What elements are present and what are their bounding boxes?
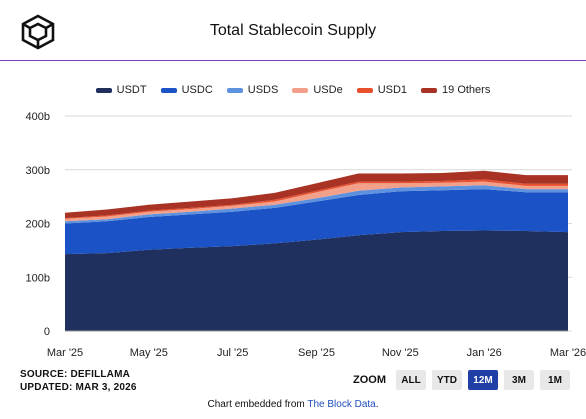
legend-label: USDS — [247, 84, 279, 96]
stacked-area-chart: 0 100b 200b 300b 400b Mar '25 May '25 Jul '25 Se… — [26, 111, 586, 359]
y-tick-label: 200b — [26, 219, 50, 231]
x-tick-label: Jan '26 — [467, 347, 502, 359]
embed-credit: Chart embedded from The Block Data. — [0, 399, 586, 410]
legend-label: USDe — [313, 84, 343, 96]
legend-label: 19 Others — [442, 84, 491, 96]
x-tick-label: Nov '25 — [382, 347, 419, 359]
area-series-usd1 — [65, 179, 568, 219]
embed-prefix: Chart embedded from — [207, 399, 308, 410]
legend-swatch — [95, 87, 112, 93]
legend-swatch — [226, 87, 243, 93]
legend-item-usd1[interactable]: USD1 — [356, 83, 408, 97]
zoom-controls: ZOOM ALL YTD 12M 3M 1M — [353, 370, 570, 390]
x-tick-label: Mar '25 — [47, 347, 83, 359]
header-divider — [0, 60, 586, 61]
source-info: SOURCE: DEFILLAMA UPDATED: MAR 3, 2026 — [20, 368, 137, 394]
zoom-12m-button[interactable]: 12M — [468, 370, 498, 390]
legend-swatch — [160, 87, 177, 93]
area-series-usdt — [65, 230, 568, 331]
zoom-ytd-button[interactable]: YTD — [432, 370, 462, 390]
embed-suffix: . — [375, 399, 379, 410]
legend-label: USDT — [116, 84, 147, 96]
area-series-usds — [65, 185, 568, 224]
zoom-1m-button[interactable]: 1M — [540, 370, 570, 390]
zoom-all-button[interactable]: ALL — [396, 370, 426, 390]
legend-swatch — [421, 87, 438, 93]
zoom-3m-button[interactable]: 3M — [504, 370, 534, 390]
chart-title: Total Stablecoin Supply — [209, 22, 377, 39]
legend-swatch — [356, 87, 373, 93]
chart-header: Total Stablecoin Supply — [0, 0, 586, 60]
x-tick-label: Sep '25 — [298, 347, 335, 359]
y-tick-label: 100b — [26, 272, 50, 284]
y-tick-label: 0 — [44, 326, 50, 338]
legend-label: USDC — [181, 84, 213, 96]
chart-legend: USDT USDC USDS USDe USD1 19 Others — [0, 83, 586, 97]
x-tick-label: May '25 — [130, 347, 168, 359]
legend-swatch — [292, 87, 309, 93]
updated-text: UPDATED: MAR 3, 2026 — [20, 382, 137, 393]
area-series-usde — [65, 181, 568, 222]
x-tick-label: Jul '25 — [217, 347, 248, 359]
source-text: SOURCE: DEFILLAMA — [20, 369, 131, 380]
y-tick-label: 400b — [26, 111, 50, 123]
legend-label: USD1 — [377, 84, 408, 96]
legend-item-usde[interactable]: USDe — [292, 83, 343, 97]
zoom-label: ZOOM — [353, 374, 386, 386]
the-block-data-link[interactable]: The Block Data — [307, 399, 376, 410]
legend-item-usdc[interactable]: USDC — [160, 83, 213, 97]
legend-item-usds[interactable]: USDS — [226, 83, 279, 97]
y-tick-label: 300b — [26, 165, 50, 177]
the-block-logo-icon — [21, 14, 55, 50]
legend-item-19-others[interactable]: 19 Others — [421, 83, 490, 97]
x-tick-label: Mar '26 — [550, 347, 586, 359]
legend-item-usdt[interactable]: USDT — [95, 83, 147, 97]
area-series-19-others — [65, 170, 568, 219]
area-series-usdc — [65, 189, 568, 255]
